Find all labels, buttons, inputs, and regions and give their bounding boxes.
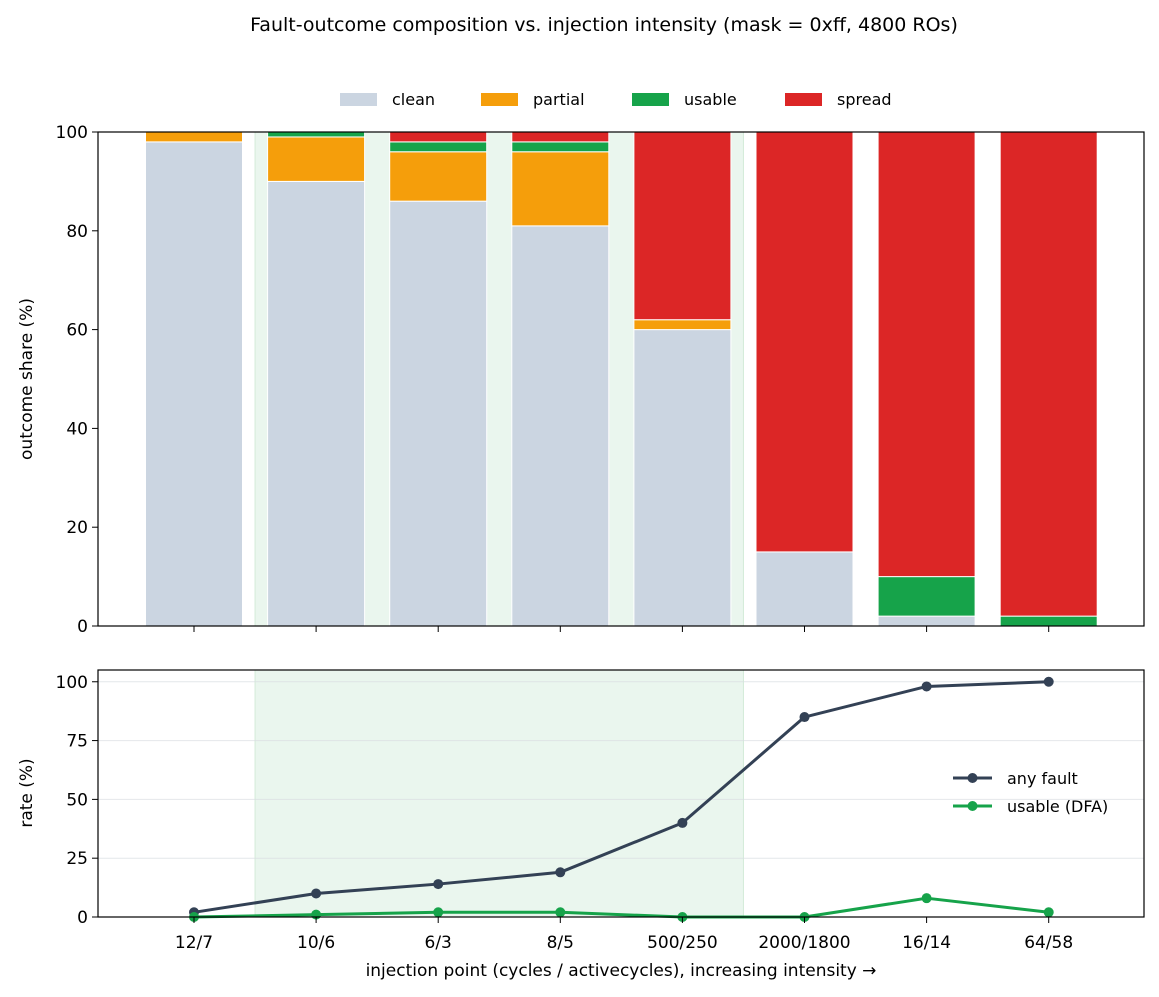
bar-partial-8-5 [511,151,610,227]
legend-swatch-partial [481,93,518,106]
stacked-bars [145,131,1098,627]
bar-spread-64-58 [999,131,1098,617]
bar-usable-8-5 [511,141,610,153]
bottom-highlight-band [254,669,744,918]
top-y-tick-label: 0 [77,617,88,637]
bar-partial-6-3 [389,151,488,202]
x-tick-label-8-5: 8/5 [547,933,574,953]
stacked-bar-chart: 0 20 40 60 80 100 outcome share (%) clean part… [17,90,1145,637]
top-y-axis-label: outcome share (%) [17,298,37,460]
legend-swatch-usable [632,93,669,106]
top-y-tick-label: 80 [66,222,88,242]
x-tick-label-12-7: 12/7 [175,933,213,953]
x-tick-label-6-3: 6/3 [425,933,452,953]
bar-clean-2000-1800 [755,551,854,627]
x-tick-label-500-250: 500/250 [647,933,718,953]
bar-clean-500-250 [633,329,732,627]
point-any-fault-6-3 [433,879,444,890]
point-usable-dfa-6-3 [433,907,444,918]
bottom-plot-frame [97,669,1145,918]
legend-swatch-spread [785,93,822,106]
legend-label-spread: spread [837,90,892,109]
bottom-y-tick-label: 0 [77,908,88,928]
bottom-legend: any fault usable (DFA) [953,769,1108,816]
bar-spread-8-5 [511,131,610,143]
bottom-y-tick-label: 75 [66,732,88,752]
top-y-tick-label: 40 [66,419,88,439]
x-tick-label-10-6: 10/6 [297,933,335,953]
bar-clean-6-3 [389,200,488,627]
top-legend: clean partial usable spread [340,90,892,109]
top-y-tick-label: 100 [56,123,88,143]
x-tick-label-64-58: 64/58 [1024,933,1073,953]
point-any-fault-16-14 [921,681,932,692]
bar-clean-8-5 [511,225,610,627]
point-any-fault-500-250 [677,817,688,828]
point-any-fault-10-6 [311,888,322,899]
legend-marker-any-fault [967,773,978,783]
point-usable-dfa-64-58 [1043,907,1054,918]
legend-label-usable: usable [684,90,737,109]
bar-spread-6-3 [389,131,488,143]
bottom-x-axis: 12/7 10/6 6/3 8/5 500/250 2000/1800 16/14 64/58 [175,917,1073,953]
bottom-highlight-band-group [254,669,744,918]
bar-partial-500-250 [633,319,732,331]
bar-partial-10-6 [267,136,366,182]
bar-usable-64-58 [999,615,1098,627]
point-usable-dfa-16-14 [921,893,932,904]
point-any-fault-64-58 [1043,676,1054,687]
top-plot-frame [97,131,1145,627]
point-any-fault-8-5 [555,867,566,878]
bar-usable-6-3 [389,141,488,153]
chart-title: Fault-outcome composition vs. injection … [250,14,958,36]
legend-marker-usable-dfa [967,801,978,811]
point-usable-dfa-8-5 [555,907,566,918]
bottom-y-axis: 0 25 50 75 100 [56,673,98,928]
bottom-y-axis-label: rate (%) [17,758,37,827]
top-y-axis: 0 20 40 60 80 100 [56,123,98,637]
legend-label-clean: clean [392,90,435,109]
bar-usable-10-6 [267,131,366,138]
legend-label-any-fault: any fault [1007,769,1078,788]
x-tick-label-2000-1800: 2000/1800 [758,933,850,953]
bar-clean-12-7 [145,141,243,627]
bottom-y-tick-label: 50 [66,790,88,810]
line-chart: 0 25 50 75 100 12/7 10/6 6/3 8/5 500/250 2000/180… [17,669,1145,981]
bar-spread-16-14 [877,131,976,578]
line-any-fault [193,680,1049,914]
legend-label-usable-dfa: usable (DFA) [1007,797,1108,816]
line-usable-dfa [193,896,1049,919]
bar-spread-500-250 [633,131,732,321]
top-y-tick-label: 60 [66,321,88,341]
bottom-gridlines [98,681,1144,859]
top-x-axis [193,626,1050,632]
bar-partial-12-7 [145,131,243,143]
legend-swatch-clean [340,93,377,106]
legend-label-partial: partial [533,90,585,109]
point-any-fault-2000-1800 [799,712,810,723]
bar-clean-16-14 [877,615,976,627]
top-y-tick-label: 20 [66,518,88,538]
bar-spread-2000-1800 [755,131,854,553]
bottom-y-tick-label: 100 [56,673,88,693]
x-tick-label-16-14: 16/14 [902,933,951,953]
bar-clean-10-6 [267,180,366,627]
bar-usable-16-14 [877,576,976,617]
bottom-x-axis-label: injection point (cycles / activecycles),… [366,961,877,981]
bottom-y-tick-label: 25 [66,849,88,869]
